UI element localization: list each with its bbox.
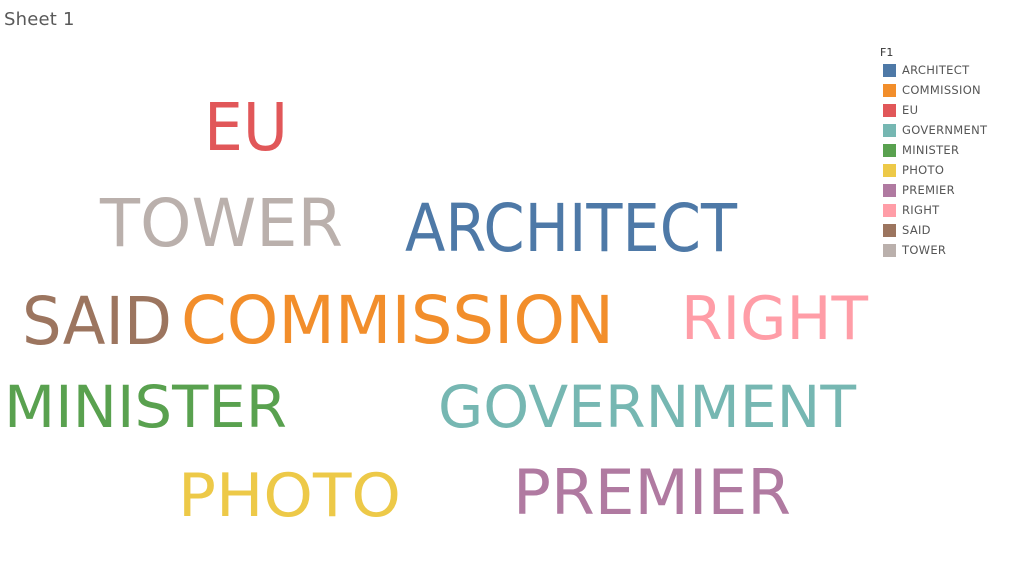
legend-label: PHOTO: [902, 163, 945, 177]
legend-swatch: [883, 63, 896, 77]
word-said[interactable]: SAID: [22, 283, 173, 360]
word-premier[interactable]: PREMIER: [513, 456, 791, 529]
legend-label: GOVERNMENT: [902, 123, 988, 137]
legend-item-photo[interactable]: PHOTO: [880, 160, 987, 180]
legend-item-commission[interactable]: COMMISSION: [880, 80, 987, 100]
legend-item-premier[interactable]: PREMIER: [880, 180, 987, 200]
legend-item-right[interactable]: RIGHT: [880, 200, 987, 220]
legend-label: RIGHT: [902, 203, 940, 217]
legend-item-minister[interactable]: MINISTER: [880, 140, 987, 160]
word-minister[interactable]: MINISTER: [4, 373, 287, 441]
legend: F1 ARCHITECT COMMISSION EU GOVERNMENT MINIST…: [880, 46, 987, 260]
legend-items: ARCHITECT COMMISSION EU GOVERNMENT MINISTER P…: [880, 60, 987, 260]
word-photo[interactable]: PHOTO: [178, 461, 402, 531]
legend-label: ARCHITECT: [902, 63, 970, 77]
legend-swatch: [883, 143, 896, 157]
word-commission[interactable]: COMMISSION: [181, 282, 615, 359]
legend-label: EU: [902, 103, 919, 117]
legend-label: SAID: [902, 223, 931, 237]
legend-item-architect[interactable]: ARCHITECT: [880, 60, 987, 80]
legend-swatch: [883, 123, 896, 137]
legend-swatch: [883, 183, 896, 197]
legend-swatch: [883, 223, 896, 237]
legend-swatch: [883, 243, 896, 257]
word-government[interactable]: GOVERNMENT: [438, 373, 856, 441]
legend-label: COMMISSION: [902, 83, 981, 97]
legend-item-tower[interactable]: TOWER: [880, 240, 987, 260]
legend-item-said[interactable]: SAID: [880, 220, 987, 240]
legend-item-government[interactable]: GOVERNMENT: [880, 120, 987, 140]
word-right[interactable]: RIGHT: [681, 284, 868, 354]
legend-swatch: [883, 163, 896, 177]
legend-label: PREMIER: [902, 183, 955, 197]
word-architect[interactable]: ARCHITECT: [405, 190, 738, 267]
word-eu[interactable]: EU: [204, 89, 289, 166]
legend-label: TOWER: [902, 243, 947, 257]
legend-title: F1: [880, 46, 894, 59]
legend-item-eu[interactable]: EU: [880, 100, 987, 120]
word-tower[interactable]: TOWER: [100, 185, 344, 262]
sheet-title: Sheet 1: [4, 9, 75, 30]
legend-swatch: [883, 83, 896, 97]
legend-label: MINISTER: [902, 143, 960, 157]
legend-swatch: [883, 203, 896, 217]
legend-swatch: [883, 103, 896, 117]
